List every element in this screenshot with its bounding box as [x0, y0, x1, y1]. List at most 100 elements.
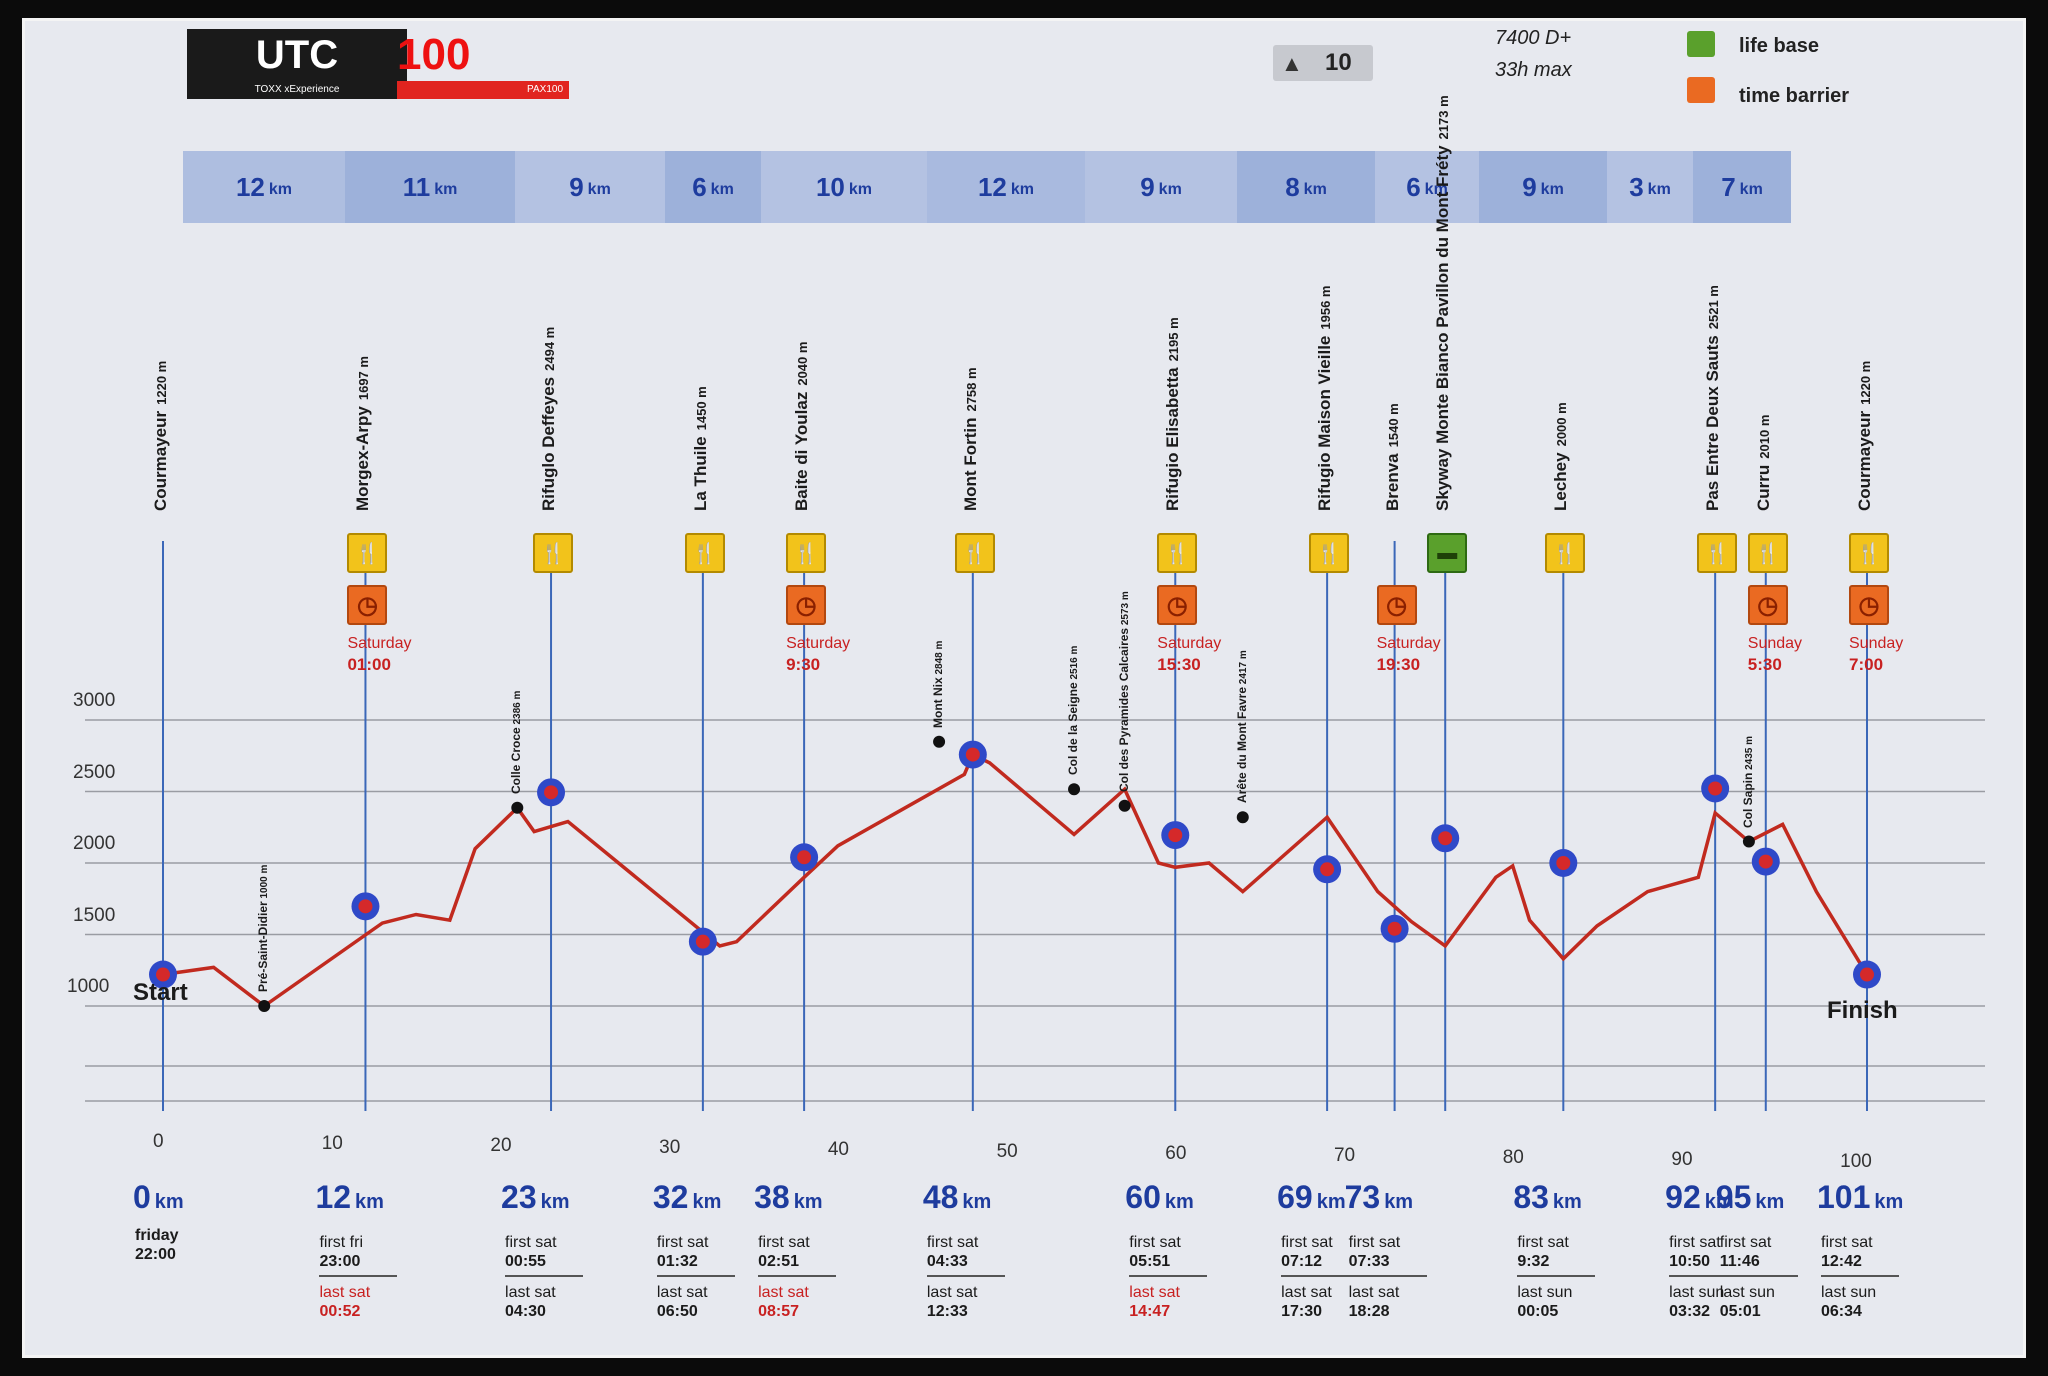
- distance-unit: km: [1874, 1191, 1904, 1213]
- pass-name: Col Sapin: [1740, 772, 1755, 828]
- checkpoint-title: Baite di Youlaz: [792, 391, 812, 511]
- checkpoint-distance: 60 km: [1125, 1179, 1194, 1216]
- checkpoint-distance: 23 km: [501, 1179, 570, 1216]
- checkpoint-title: Pas Entre Deux Sauts: [1703, 335, 1723, 511]
- food-icon: 🍴: [1157, 533, 1198, 573]
- distance-unit: km: [1164, 1191, 1194, 1213]
- times-divider: [1129, 1275, 1208, 1277]
- pass-label: Colle Croce 2386 m: [509, 690, 523, 793]
- checkpoint-marker-core: [1320, 862, 1335, 877]
- checkpoint-altitude: 1956 m: [1318, 285, 1334, 330]
- pass-label: Arête du Mont Favre 2417 m: [1235, 651, 1249, 804]
- last-label: last sat: [505, 1284, 556, 1301]
- times-divider: [1281, 1275, 1360, 1277]
- distance-unit: km: [692, 1191, 722, 1213]
- logo-main-text: UTC: [255, 33, 339, 77]
- checkpoint-times: first sat 05:51 last sat 14:47: [1129, 1233, 1208, 1321]
- checkpoint-distance: 69 km: [1277, 1179, 1346, 1216]
- profile-sheet: UTC 100 TOXX xExperience PAX100 ▲ 10 740…: [22, 18, 2026, 1358]
- last-label: last sun: [1719, 1284, 1775, 1301]
- legend-life-base: life base: [1739, 35, 1820, 57]
- food-icon: 🍴: [684, 533, 725, 573]
- checkpoint-altitude: 1220 m: [1858, 360, 1873, 405]
- food-icon: 🍴: [1747, 533, 1788, 573]
- time-barrier-icon: ◷: [347, 585, 388, 625]
- first-label: first sat: [505, 1234, 557, 1251]
- pass-marker: [1068, 783, 1081, 796]
- pass-marker: [258, 1000, 271, 1012]
- segment-distance: 9 km: [1085, 151, 1237, 223]
- pass-name: Col des Pyramides Calcaires: [1116, 627, 1131, 792]
- segment-value: 12: [235, 171, 265, 202]
- segment-unit: km: [1424, 181, 1448, 198]
- segment-value: 9: [1522, 171, 1537, 202]
- barrier-day: Saturday: [1157, 635, 1222, 652]
- x-tick-label: 100: [1840, 1151, 1872, 1172]
- times-divider: [656, 1275, 735, 1277]
- last-label: last sat: [926, 1284, 978, 1301]
- checkpoint-name: Courmayeur 1220 m: [151, 361, 171, 511]
- logo-sub-left: TOXX xExperience: [187, 81, 407, 99]
- checkpoint-distance: 38 km: [754, 1179, 823, 1216]
- checkpoint-marker-core: [797, 850, 812, 865]
- barrier-day: Saturday: [786, 635, 851, 652]
- first-time: 00:55: [505, 1253, 546, 1270]
- distance-value: 101: [1817, 1179, 1871, 1215]
- last-label: last sat: [656, 1284, 708, 1301]
- barrier-day: Saturday: [347, 635, 412, 652]
- food-icon: 🍴: [347, 533, 388, 573]
- checkpoint-altitude: 2758 m: [963, 367, 979, 412]
- checkpoint-title: La Thuile: [690, 436, 710, 511]
- distance-unit: km: [540, 1191, 570, 1213]
- distance-unit: km: [1316, 1191, 1346, 1213]
- first-label: first sat: [656, 1234, 709, 1251]
- times-divider: [319, 1275, 398, 1277]
- checkpoint-marker-core: [1387, 921, 1402, 936]
- checkpoint-name: Rifugio Elisabetta 2195 m: [1163, 317, 1183, 511]
- checkpoint-altitude: 2010 m: [1756, 414, 1772, 459]
- x-tick-label: 30: [659, 1137, 681, 1158]
- checkpoint-altitude: 1450 m: [693, 386, 709, 431]
- first-label: first sat: [1129, 1234, 1181, 1251]
- first-time: 05:51: [1129, 1253, 1171, 1270]
- checkpoint-marker-core: [156, 967, 170, 982]
- checkpoint-altitude: 1220 m: [154, 360, 169, 405]
- y-tick-label: 2000: [73, 833, 116, 854]
- distance-value: 32: [652, 1179, 689, 1215]
- last-time: 04:30: [505, 1303, 546, 1320]
- times-divider: [926, 1275, 1005, 1277]
- first-time: 07:33: [1348, 1253, 1390, 1270]
- segment-value: 12: [977, 171, 1007, 202]
- pass-altitude: 2435 m: [1743, 735, 1755, 773]
- last-time: 12:33: [926, 1303, 968, 1320]
- pass-altitude: 2417 m: [1237, 650, 1249, 688]
- checkpoint-times: first sat 07:33 last sat 18:28: [1348, 1233, 1427, 1321]
- pass-label: Col Sapin 2435 m: [1741, 736, 1755, 828]
- checkpoint-marker-core: [1556, 856, 1571, 870]
- distance-value: 92: [1665, 1179, 1701, 1215]
- start-label: Start: [133, 979, 188, 1006]
- pass-altitude: 1000 m: [259, 864, 271, 902]
- checkpoint-marker-core: [358, 899, 373, 914]
- elevation-profile-chart: [85, 541, 1985, 1111]
- distance-unit: km: [1755, 1191, 1785, 1213]
- x-tick-label: 80: [1502, 1147, 1524, 1168]
- first-label: first fri: [319, 1234, 363, 1251]
- checkpoint-name: La Thuile 1450 m: [691, 386, 711, 511]
- checkpoint-distance: 0 km: [133, 1179, 184, 1216]
- first-time: 07:12: [1281, 1253, 1323, 1270]
- checkpoint-name: Rifugio Maison Vieille 1956 m: [1315, 286, 1335, 511]
- checkpoint-marker-core: [1758, 854, 1773, 869]
- segment-distance: 6 km: [1375, 151, 1479, 223]
- pass-name: Col de la Seigne: [1066, 682, 1081, 776]
- barrier-hour: 19:30: [1376, 655, 1421, 674]
- y-tick-label: 1500: [73, 904, 116, 926]
- times-divider: [1719, 1275, 1798, 1277]
- checkpoint-distance: 32 km: [653, 1179, 722, 1216]
- checkpoint-distance: 48 km: [923, 1179, 992, 1216]
- barrier-day: Saturday: [1376, 635, 1441, 652]
- last-label: last sat: [319, 1284, 371, 1301]
- times-divider: [1517, 1275, 1596, 1277]
- distance-value: 95: [1715, 1179, 1752, 1215]
- last-time: 18:28: [1348, 1303, 1390, 1320]
